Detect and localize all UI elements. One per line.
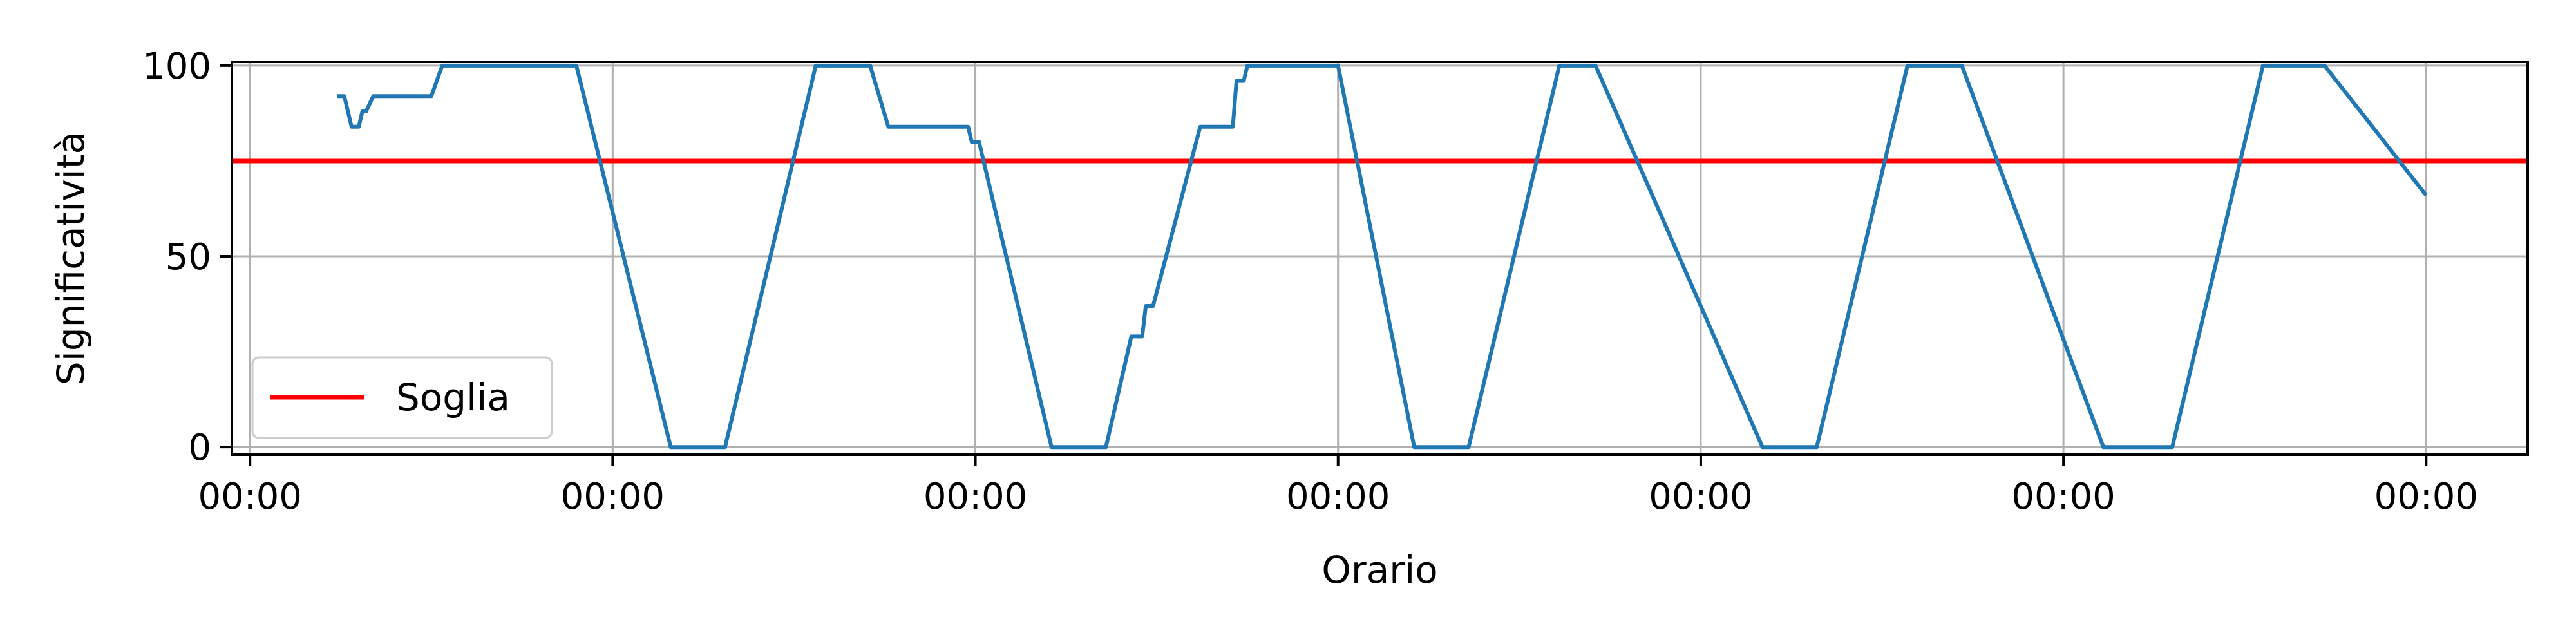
legend-label-soglia: Soglia <box>396 375 510 419</box>
series-group <box>337 63 2428 450</box>
plot-frame <box>231 61 2529 456</box>
x-tick-label: 00:00 <box>1286 476 1390 518</box>
x-tick-label: 00:00 <box>923 476 1027 518</box>
y-tick-label: 0 <box>188 427 211 469</box>
series-line <box>337 63 2428 450</box>
x-tick-label: 00:00 <box>1649 476 1752 518</box>
y-tick-label: 50 <box>166 236 211 278</box>
x-axis-label: Orario <box>1321 548 1438 592</box>
ticks: 00:00 00:00 00:00 00:00 00:00 00:00 00:00 0 50 10… <box>142 46 2478 518</box>
x-tick-label: 00:00 <box>198 476 301 518</box>
x-tick-label: 00:00 <box>561 476 665 518</box>
legend-box <box>251 356 553 439</box>
x-tick-label: 00:00 <box>2374 476 2478 518</box>
y-axis-label: Significatività <box>49 131 93 385</box>
y-tick-label: 100 <box>142 46 211 88</box>
legend: Soglia <box>251 356 553 439</box>
x-tick-label: 00:00 <box>2011 476 2115 518</box>
